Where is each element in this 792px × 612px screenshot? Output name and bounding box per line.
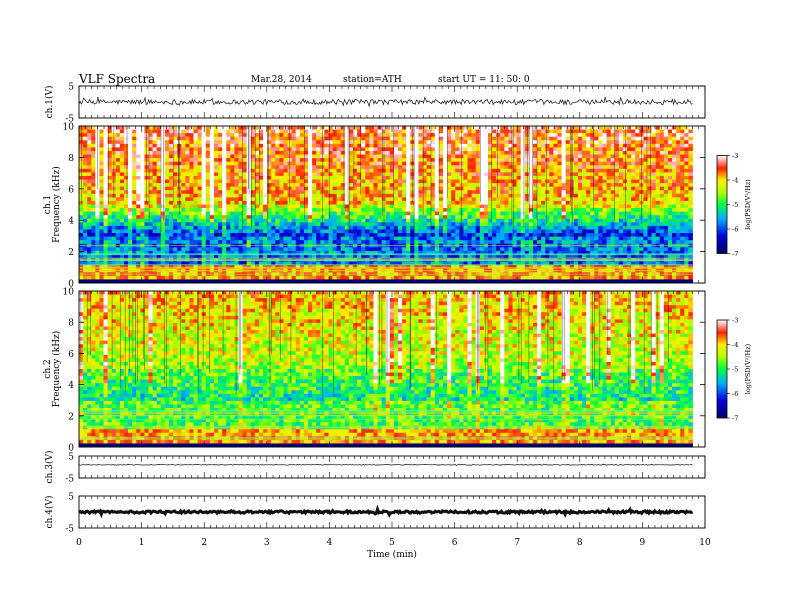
ylabel-frequency: Frequency (kHz) [51,331,62,408]
colorbar-tick-label: -3 [732,152,738,160]
ytick-label: -5 [65,525,74,535]
ytick-label: 10 [63,288,75,298]
colorbar-tick-label: -5 [732,366,738,374]
ytick-label: 2 [68,248,74,258]
colorbar-tick-label: -3 [732,317,738,325]
colorbar-tick-label: -4 [732,177,738,185]
xtick-label: 10 [699,538,711,548]
date-label: Mar.28, 2014 [251,75,312,85]
ytick-label: 4 [68,381,74,391]
xtick-label: 0 [76,538,82,548]
xtick-label: 8 [577,538,583,548]
xaxis-label: Time (min) [367,549,417,560]
trace-4 [78,504,694,519]
colorbar-tick-label: -6 [732,226,738,234]
ytick-label: 2 [68,412,74,422]
station-label: station=ATH [343,75,402,85]
ytick-label: -5 [65,115,74,125]
colorbar-label: log(PSD(V²/Hz) [744,179,752,230]
ytick-label: 8 [68,319,74,329]
colorbar-tick-label: -7 [732,250,738,258]
ytick-label: -5 [65,475,74,485]
ytick-label: 6 [68,350,74,360]
xtick-label: 6 [452,538,458,548]
spectrogram-1 [79,126,693,284]
xtick-label: 4 [327,538,333,548]
colorbar-tick-label: -7 [732,415,738,423]
ytick-label: 6 [68,185,74,195]
chart-title: VLF Spectra [79,72,156,86]
ytick-label: 4 [68,217,74,227]
colorbar-label: log(PSD(V²/Hz) [744,343,752,394]
ytick-label: 5 [68,493,74,503]
ylabel-channel: ch.2 [43,359,53,378]
xtick-label: 7 [514,538,520,548]
xtick-label: 1 [139,538,145,548]
xtick-label: 9 [640,538,646,548]
colorbar-tick-label: -4 [732,341,738,349]
spectrogram-2 [79,291,693,448]
ytick-label: 5 [68,83,74,93]
start-time-label: start UT = 11: 50: 0 [438,75,530,85]
trace-3 [78,463,693,466]
ylabel-voltage: ch.4(V) [44,496,55,529]
colorbar [716,319,728,419]
ytick-label: 8 [68,154,74,164]
ylabel-voltage: ch.1(V) [44,86,55,119]
xtick-label: 3 [264,538,270,548]
trace-0 [78,96,693,108]
ylabel-frequency: Frequency (kHz) [51,166,62,243]
colorbar-tick-label: -5 [732,201,738,209]
colorbar-tick-label: -6 [732,390,738,398]
ylabel-channel: ch.1 [43,195,53,214]
ytick-label: 10 [63,123,75,133]
ylabel-voltage: ch.3(V) [44,451,55,484]
ytick-label: 5 [68,453,74,463]
ytick-label: 0 [68,444,74,454]
xtick-label: 2 [201,538,207,548]
colorbar [716,155,728,254]
ytick-label: 0 [68,280,74,290]
xtick-label: 5 [389,538,395,548]
